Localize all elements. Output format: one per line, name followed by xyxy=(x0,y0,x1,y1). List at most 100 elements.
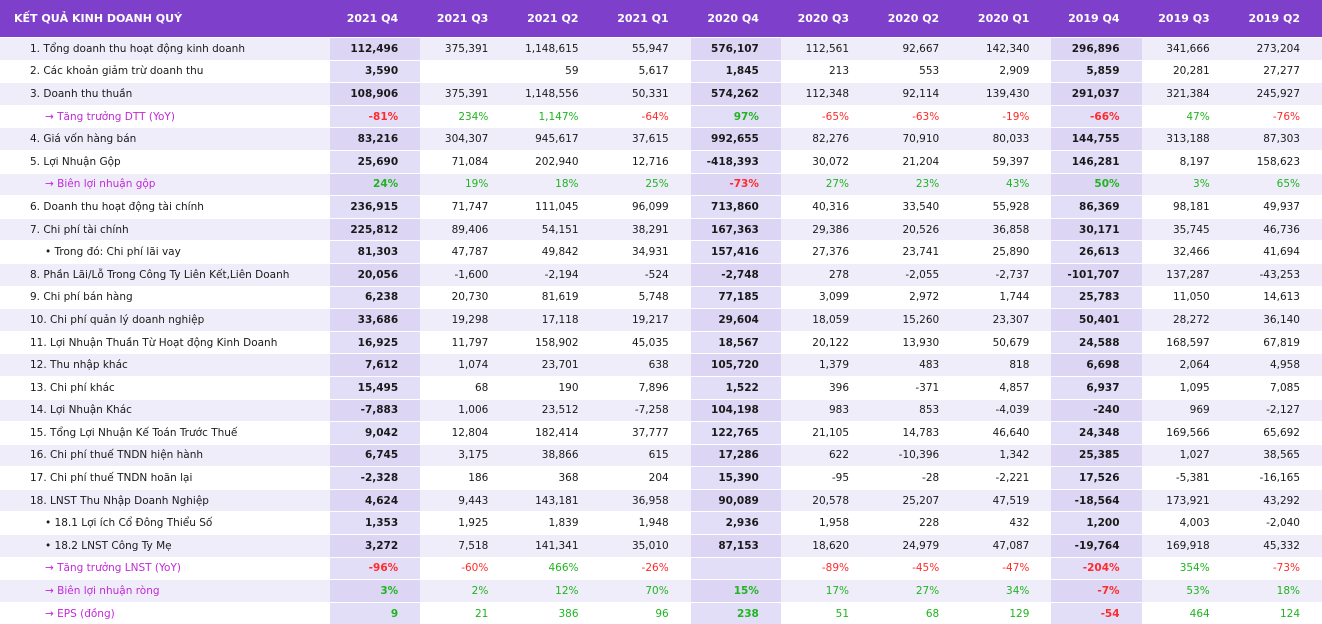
value-cell: 396 xyxy=(780,375,872,399)
value-cell: -89% xyxy=(780,556,872,580)
value-cell: 7,518 xyxy=(420,534,511,558)
value-cell: 65% xyxy=(1231,172,1322,196)
value-cell: 14,783 xyxy=(871,421,962,445)
value-cell: 615 xyxy=(600,443,691,467)
value-cell: 853 xyxy=(871,398,962,422)
value-cell: 9 xyxy=(330,601,421,624)
quarter-header[interactable]: 2021 Q2 xyxy=(510,0,601,38)
row-label: 15. Tổng Lợi Nhuận Kế Toán Trước Thuế xyxy=(0,421,330,445)
value-cell: 27% xyxy=(871,579,962,603)
row-label: 3. Doanh thu thuần xyxy=(0,82,330,106)
table-row: → Tăng trưởng LNST (YoY) -96% -60% 466% -26%… xyxy=(0,556,1322,580)
value-cell: -371 xyxy=(871,375,962,399)
value-cell: 24% xyxy=(330,172,421,196)
value-cell: 2,972 xyxy=(871,285,962,309)
value-cell: 25,783 xyxy=(1051,285,1142,309)
value-cell: 1,845 xyxy=(690,59,781,83)
value-cell: 43% xyxy=(961,172,1052,196)
value-cell: 47,519 xyxy=(961,488,1052,512)
value-cell: -19,764 xyxy=(1051,534,1142,558)
quarter-header[interactable]: 2020 Q1 xyxy=(961,0,1052,38)
value-cell: 375,391 xyxy=(420,82,511,106)
value-cell: 46,640 xyxy=(961,421,1052,445)
value-cell: -2,221 xyxy=(961,466,1052,490)
value-cell: 992,655 xyxy=(690,127,781,151)
value-cell: 236,915 xyxy=(330,195,421,219)
table-title: KẾT QUẢ KINH DOANH QUÝ xyxy=(0,0,330,38)
value-cell: -43,253 xyxy=(1231,262,1322,287)
value-cell: -2,748 xyxy=(690,262,781,287)
value-cell: 1,342 xyxy=(961,443,1052,467)
quarter-header[interactable]: 2020 Q4 xyxy=(690,0,781,38)
quarter-header[interactable]: 2020 Q3 xyxy=(780,0,872,38)
value-cell: 45,332 xyxy=(1231,534,1322,558)
value-cell: 3,272 xyxy=(330,534,421,558)
value-cell: 158,902 xyxy=(510,330,601,354)
value-cell: 129 xyxy=(961,601,1052,624)
row-label: 17. Chi phí thuế TNDN hoãn lại xyxy=(0,466,330,490)
value-cell: 19,298 xyxy=(420,308,511,332)
value-cell: 81,303 xyxy=(330,240,421,264)
value-cell: 139,430 xyxy=(961,82,1052,106)
row-label: → Biên lợi nhuận ròng xyxy=(0,579,330,603)
row-label: → EPS (đồng) xyxy=(0,601,330,624)
row-label: 11. Lợi Nhuận Thuần Từ Hoạt động Kinh Do… xyxy=(0,330,330,354)
value-cell: 7,896 xyxy=(600,375,691,399)
quarter-header[interactable]: 2021 Q3 xyxy=(420,0,511,38)
table-header: KẾT QUẢ KINH DOANH QUÝ 2021 Q4 2021 Q3 202… xyxy=(0,0,1322,38)
table-row: 10. Chi phí quản lý doanh nghiệp 33,686 19… xyxy=(0,308,1322,332)
row-label: 9. Chi phí bán hàng xyxy=(0,285,330,309)
table-row: 4. Giá vốn hàng bán 83,216 304,307 945,617 3… xyxy=(0,127,1322,151)
value-cell: 87,153 xyxy=(690,534,781,558)
value-cell: 50,401 xyxy=(1051,308,1142,332)
value-cell: 213 xyxy=(780,59,872,83)
value-cell: -2,040 xyxy=(1231,511,1322,535)
value-cell: 20,281 xyxy=(1141,59,1232,83)
row-label: 7. Chi phí tài chính xyxy=(0,217,330,241)
value-cell: -524 xyxy=(600,262,691,287)
value-cell: 432 xyxy=(961,511,1052,535)
value-cell: 225,812 xyxy=(330,217,421,241)
value-cell: 92,667 xyxy=(871,37,962,61)
row-label: 8. Phần Lãi/Lỗ Trong Công Ty Liên Kết,Li… xyxy=(0,262,330,287)
value-cell: -96% xyxy=(330,556,421,580)
value-cell: 20,578 xyxy=(780,488,872,512)
value-cell: 7,612 xyxy=(330,353,421,377)
value-cell: 87,303 xyxy=(1231,127,1322,151)
value-cell: 11,050 xyxy=(1141,285,1232,309)
value-cell: 37,615 xyxy=(600,127,691,151)
value-cell: 321,384 xyxy=(1141,82,1232,106)
value-cell: 945,617 xyxy=(510,127,601,151)
value-cell: -101,707 xyxy=(1051,262,1142,287)
value-cell: 53% xyxy=(1141,579,1232,603)
value-cell: 190 xyxy=(510,375,601,399)
value-cell: -60% xyxy=(420,556,511,580)
quarter-header[interactable]: 2019 Q2 xyxy=(1231,0,1322,38)
value-cell: 46,736 xyxy=(1231,217,1322,241)
table-row: → Biên lợi nhuận ròng 3% 2% 12% 70% 15% 17% 27%… xyxy=(0,579,1322,603)
table-row: 8. Phần Lãi/Lỗ Trong Công Ty Liên Kết,Li… xyxy=(0,262,1322,287)
row-label: • 18.2 LNST Công Ty Mẹ xyxy=(0,534,330,558)
value-cell: 8,197 xyxy=(1141,149,1232,174)
value-cell: 47,787 xyxy=(420,240,511,264)
quarter-header[interactable]: 2019 Q3 xyxy=(1141,0,1232,38)
quarter-header[interactable]: 2020 Q2 xyxy=(871,0,962,38)
value-cell: 12,716 xyxy=(600,149,691,174)
row-label: 10. Chi phí quản lý doanh nghiệp xyxy=(0,308,330,332)
value-cell: 6,937 xyxy=(1051,375,1142,399)
value-cell: 291,037 xyxy=(1051,82,1142,106)
value-cell: 82,276 xyxy=(780,127,872,151)
value-cell: 202,940 xyxy=(510,149,601,174)
value-cell: 169,918 xyxy=(1141,534,1232,558)
quarter-header[interactable]: 2021 Q1 xyxy=(600,0,691,38)
value-cell: 20,056 xyxy=(330,262,421,287)
quarter-header[interactable]: 2021 Q4 xyxy=(330,0,421,38)
value-cell: 30,072 xyxy=(780,149,872,174)
value-cell: 1,839 xyxy=(510,511,601,535)
value-cell: -16,165 xyxy=(1231,466,1322,490)
value-cell: 18% xyxy=(510,172,601,196)
value-cell: 29,604 xyxy=(690,308,781,332)
value-cell: -7% xyxy=(1051,579,1142,603)
value-cell: 65,692 xyxy=(1231,421,1322,445)
quarter-header[interactable]: 2019 Q4 xyxy=(1051,0,1142,38)
